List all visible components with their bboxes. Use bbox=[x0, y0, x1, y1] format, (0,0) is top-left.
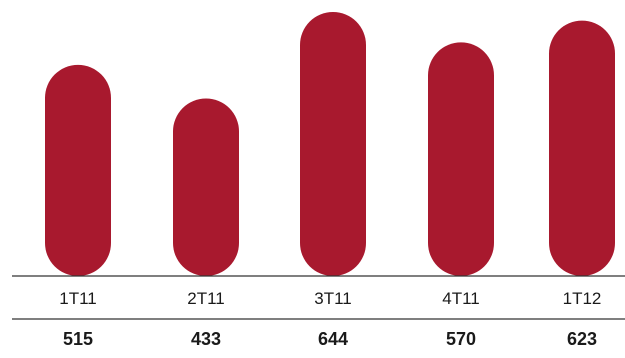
bars-group bbox=[45, 12, 615, 277]
value-label: 623 bbox=[567, 329, 597, 349]
bar-3T11 bbox=[300, 12, 366, 276]
value-label: 570 bbox=[446, 329, 476, 349]
bar-1T11 bbox=[45, 64, 111, 276]
category-label: 3T11 bbox=[314, 289, 352, 308]
bar-4T11 bbox=[428, 42, 494, 276]
category-labels: 1T11 2T11 3T11 4T11 1T12 bbox=[59, 289, 601, 308]
bar-1T12 bbox=[549, 20, 615, 276]
category-label: 1T12 bbox=[563, 289, 602, 308]
bar-2T11 bbox=[173, 98, 239, 277]
value-labels: 515 433 644 570 623 bbox=[63, 329, 597, 349]
value-label: 433 bbox=[191, 329, 221, 349]
category-label: 4T11 bbox=[442, 289, 480, 308]
value-label: 644 bbox=[318, 329, 348, 349]
category-label: 1T11 bbox=[59, 289, 97, 308]
category-label: 2T11 bbox=[187, 289, 225, 308]
value-label: 515 bbox=[63, 329, 93, 349]
